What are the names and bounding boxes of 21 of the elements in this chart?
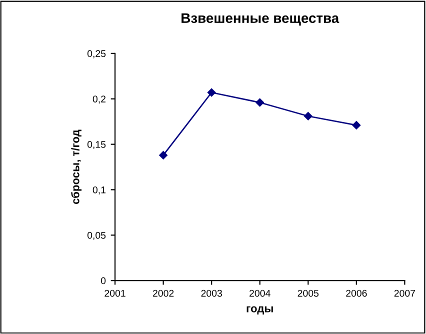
x-tick-label: 2006 xyxy=(346,290,367,297)
chart-title: Взвешенные вещества xyxy=(182,13,340,26)
x-axis-title: годы xyxy=(246,306,273,314)
point xyxy=(207,88,216,97)
point xyxy=(159,151,168,160)
point xyxy=(352,121,361,130)
point xyxy=(256,98,264,107)
y-axis-title: сбросы, т/год xyxy=(71,130,82,204)
y-tick-label: 0,15 xyxy=(87,141,106,150)
point xyxy=(304,112,312,120)
x-tick-label: 2007 xyxy=(394,290,416,297)
x-tick-label: 2005 xyxy=(298,290,319,297)
x-tick-label: 2003 xyxy=(201,290,222,297)
y-tick-label: 0,1 xyxy=(92,186,106,194)
x-tick-label: 2002 xyxy=(152,290,174,297)
y-tick-label: 0,2 xyxy=(92,96,106,104)
y-tick-label: 0,05 xyxy=(87,232,106,240)
y-tick-label: 0,25 xyxy=(87,50,106,58)
x-tick-label: 2004 xyxy=(250,290,270,297)
y-tick-label: 0 xyxy=(100,277,106,284)
x-tick-label: 2001 xyxy=(104,290,126,297)
